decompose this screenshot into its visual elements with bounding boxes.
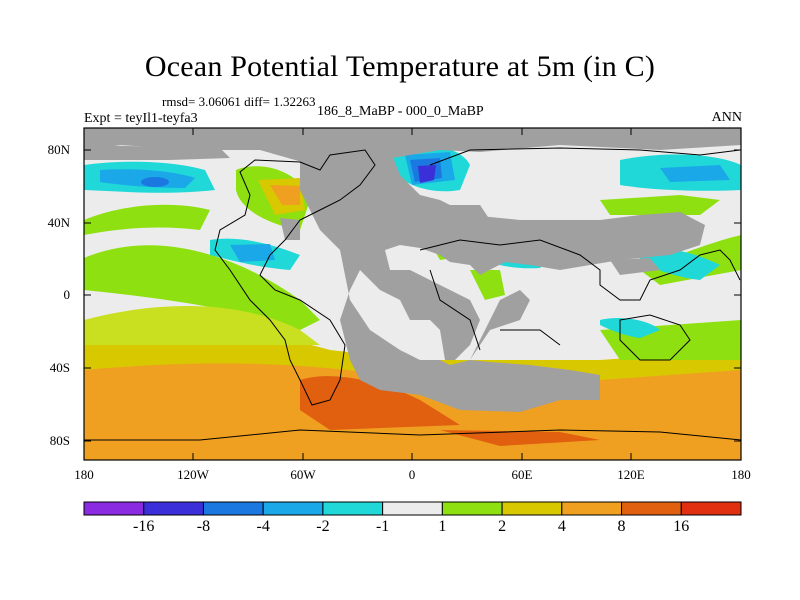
colorbar-label: -2 bbox=[316, 518, 330, 535]
colorbar-label: 4 bbox=[557, 518, 566, 535]
period-text: 186_8_MaBP - 000_0_MaBP bbox=[317, 104, 484, 119]
lon-label-180e: 180 bbox=[731, 467, 751, 482]
lat-ticks bbox=[84, 149, 741, 442]
colorbar-label: 16 bbox=[673, 518, 690, 535]
lon-label-120w: 120W bbox=[177, 467, 209, 482]
season-label: ANN bbox=[711, 110, 742, 125]
lon-label-180w: 180 bbox=[74, 467, 94, 482]
colorbar-box bbox=[143, 501, 204, 516]
lat-label-80s: 80S bbox=[49, 433, 70, 448]
colorbar-box bbox=[561, 501, 623, 516]
colorbar-box bbox=[621, 501, 682, 516]
colorbar-box bbox=[322, 501, 384, 516]
lat-label-40n: 40N bbox=[47, 215, 70, 230]
lon-label-60e: 60E bbox=[511, 467, 533, 482]
colorbar-box bbox=[262, 501, 324, 516]
anomaly-field bbox=[84, 128, 741, 460]
colorbar-label: -8 bbox=[196, 518, 211, 535]
lon-ticks bbox=[192, 128, 632, 460]
colorbar-box bbox=[680, 501, 742, 516]
colorbar-label: 2 bbox=[498, 518, 507, 535]
lon-label-60w: 60W bbox=[290, 467, 316, 482]
colorbar-box bbox=[83, 501, 145, 516]
map-title: Ocean Potential Temperature at 5m (in C) bbox=[144, 50, 656, 83]
colorbar-label: -16 bbox=[133, 518, 155, 535]
lat-label-0: 0 bbox=[63, 287, 71, 302]
colorbar bbox=[83, 501, 742, 516]
colorbar-label: 1 bbox=[438, 518, 447, 535]
colorbar-box bbox=[202, 501, 264, 516]
lon-label-0: 0 bbox=[408, 467, 416, 482]
lon-label-120e: 120E bbox=[617, 467, 645, 482]
stats-text: rmsd= 3.06061 diff= 1.32263 bbox=[162, 94, 316, 109]
colorbar-box bbox=[441, 501, 503, 516]
colorbar-label: -1 bbox=[375, 518, 390, 535]
colorbar-box bbox=[382, 501, 443, 516]
experiment-text: Expt = teyIl1-teyfa3 bbox=[84, 111, 198, 126]
colorbar-label: -4 bbox=[256, 518, 270, 535]
colorbar-box bbox=[501, 501, 563, 516]
lat-label-40s: 40S bbox=[49, 360, 70, 375]
colorbar-label: 8 bbox=[617, 518, 626, 535]
lat-label-80n: 80N bbox=[47, 142, 70, 157]
